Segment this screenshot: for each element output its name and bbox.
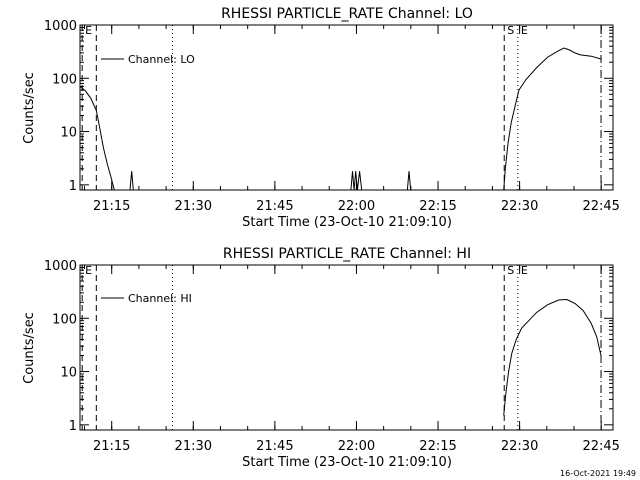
plot-frame	[79, 264, 614, 431]
marker-label: E	[85, 24, 92, 37]
y-tick-label: 1	[69, 179, 77, 194]
plot-frame	[79, 24, 614, 191]
x-tick-label: 22:15	[419, 199, 456, 214]
legend: Channel: LO	[101, 53, 195, 66]
x-tick-label: 22:00	[338, 199, 375, 214]
y-tick-label: 1000	[44, 19, 77, 34]
x-tick-label: 21:30	[175, 199, 212, 214]
chart-title: RHESSI PARTICLE_RATE Channel: HI	[223, 246, 471, 262]
y-tick-label: 10	[60, 126, 77, 141]
series-line	[350, 171, 363, 191]
y-tick-label: 1	[69, 419, 77, 434]
chart-panel-hi: RHESSI PARTICLE_RATE Channel: HI Counts/…	[22, 246, 620, 470]
x-tick-label: 21:15	[93, 199, 130, 214]
legend: Channel: HI	[101, 292, 192, 305]
timestamp: 16-Oct-2021 19:49	[560, 469, 636, 478]
x-tick-label: 22:45	[582, 199, 619, 214]
x-axis-label: Start Time (23-Oct-10 21:09:10)	[242, 215, 452, 230]
marker-label: E	[85, 264, 92, 277]
x-tick-label: 22:30	[501, 199, 538, 214]
legend-label: Channel: HI	[128, 292, 192, 305]
series-line	[503, 298, 602, 416]
marker-label: E	[521, 264, 528, 277]
x-tick-label: 22:00	[338, 439, 375, 454]
marker-label: S	[507, 264, 514, 277]
series-line	[79, 86, 115, 191]
chart-panel-lo: RHESSI PARTICLE_RATE Channel: LO Counts/…	[22, 6, 620, 230]
y-axis-label: Counts/sec	[22, 72, 37, 144]
x-tick-label: 22:15	[419, 439, 456, 454]
x-tick-label: 21:30	[175, 439, 212, 454]
chart-title: RHESSI PARTICLE_RATE Channel: LO	[221, 6, 473, 22]
marker-label: E	[521, 24, 528, 37]
y-tick-label: 100	[52, 312, 77, 327]
y-tick-label: 10	[60, 366, 77, 381]
legend-label: Channel: LO	[128, 53, 195, 66]
x-tick-label: 21:45	[256, 199, 293, 214]
series-line	[129, 171, 134, 191]
x-tick-label: 21:45	[256, 439, 293, 454]
x-tick-label: 22:45	[582, 439, 619, 454]
x-axis-label: Start Time (23-Oct-10 21:09:10)	[242, 455, 452, 470]
series-line	[406, 171, 412, 191]
y-tick-label: 1000	[44, 259, 77, 274]
y-tick-label: 100	[52, 72, 77, 87]
x-tick-label: 21:15	[93, 439, 130, 454]
marker-label: S	[507, 24, 514, 37]
series-line	[503, 47, 602, 191]
y-axis-label: Counts/sec	[22, 312, 37, 384]
x-tick-label: 22:30	[501, 439, 538, 454]
